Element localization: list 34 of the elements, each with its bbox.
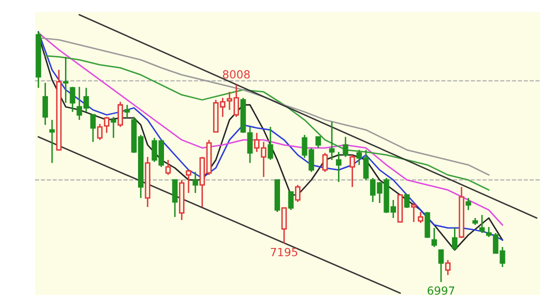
candlestick bbox=[438, 249, 444, 283]
candlestick bbox=[192, 171, 198, 194]
candlestick bbox=[315, 136, 321, 149]
candlestick bbox=[466, 197, 472, 211]
candlestick bbox=[118, 101, 124, 128]
candlestick bbox=[431, 227, 437, 248]
candlestick bbox=[294, 184, 300, 203]
candlestick bbox=[411, 202, 416, 223]
candlestick bbox=[329, 121, 335, 161]
annotation: 6997 bbox=[428, 286, 454, 295]
candlestick bbox=[452, 227, 458, 251]
candlestick bbox=[49, 119, 55, 164]
candlestick bbox=[445, 259, 451, 276]
candlestick bbox=[186, 169, 192, 194]
candlestick bbox=[342, 136, 348, 158]
candlestick bbox=[350, 154, 356, 188]
candlestick bbox=[418, 211, 424, 224]
candlestick bbox=[124, 104, 130, 119]
candlestick bbox=[62, 56, 68, 104]
candlestick bbox=[165, 159, 171, 176]
candlestick bbox=[281, 207, 287, 244]
candlestick bbox=[288, 191, 294, 211]
candlestick bbox=[90, 114, 96, 143]
candlestick bbox=[479, 214, 485, 234]
candlestick bbox=[268, 126, 274, 161]
candlestick bbox=[70, 86, 76, 113]
annotation: 8008 bbox=[222, 70, 250, 79]
candlestick bbox=[42, 82, 48, 126]
candlestick bbox=[404, 194, 410, 209]
candlestick bbox=[336, 151, 342, 183]
annotation: 7195 bbox=[270, 248, 298, 256]
candlestick bbox=[322, 152, 328, 173]
candlestick bbox=[110, 116, 116, 139]
candlestick bbox=[172, 179, 178, 218]
